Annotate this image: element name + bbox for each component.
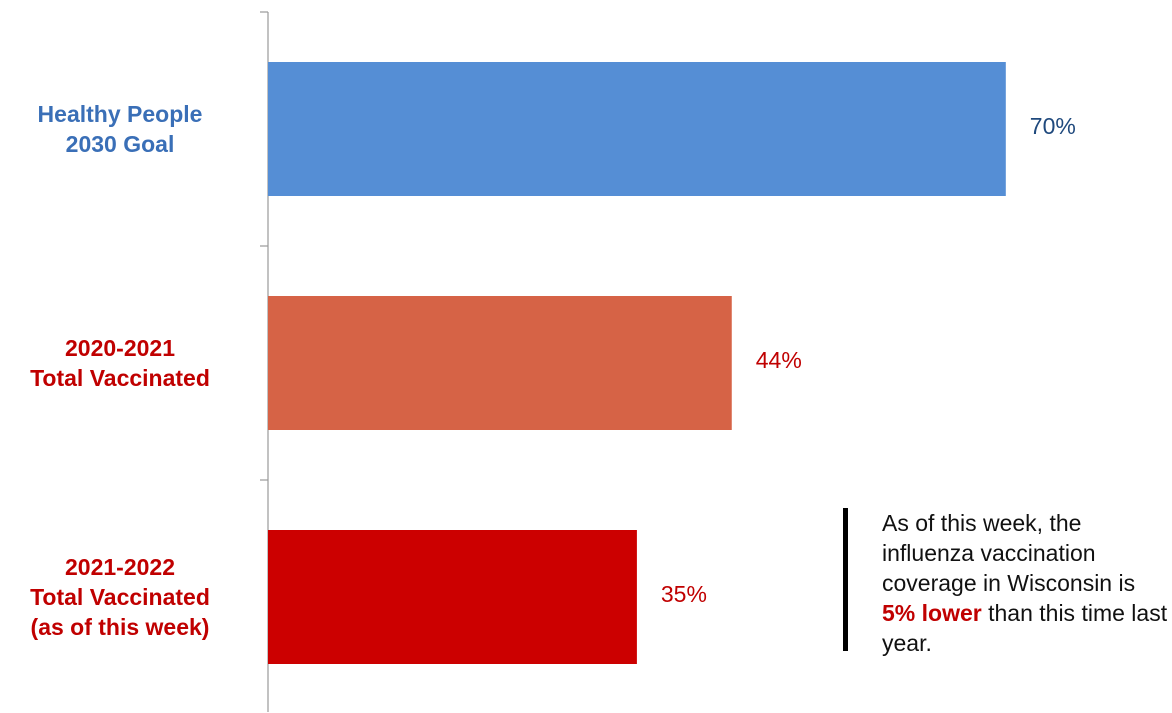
category-label-line: 2030 Goal [65, 131, 175, 157]
annotation-text: As of this week, the influenza vaccinati… [882, 508, 1172, 658]
category-label-line: 2020-2021 [65, 335, 175, 361]
annotation-text-after: than this time last year. [882, 600, 1168, 656]
category-label-line: Healthy People [37, 101, 203, 127]
value-label-2: 35% [660, 581, 707, 607]
category-label-line: Total Vaccinated [30, 584, 210, 610]
category-label-0: Healthy People 2030 Goal [0, 99, 240, 159]
annotation-text-before: As of this week, the influenza vaccinati… [882, 510, 1136, 596]
category-label-line: 2021-2022 [65, 554, 175, 580]
value-label-0: 70% [1029, 113, 1076, 139]
annotation-highlight: 5% lower [882, 600, 982, 626]
annotation-bar [843, 508, 848, 651]
category-label-line: (as of this week) [30, 614, 210, 640]
value-label-1: 44% [755, 347, 802, 373]
bar-1 [268, 296, 732, 430]
bar-2 [268, 530, 637, 664]
bar-0 [268, 62, 1006, 196]
category-label-1: 2020-2021 Total Vaccinated [0, 333, 240, 393]
category-label-line: Total Vaccinated [30, 365, 210, 391]
category-label-2: 2021-2022 Total Vaccinated (as of this wee… [0, 552, 240, 642]
